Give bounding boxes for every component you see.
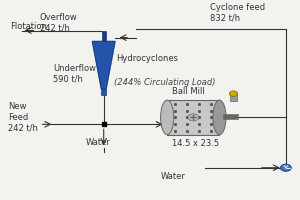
- Text: Cyclone feed
832 t/h: Cyclone feed 832 t/h: [210, 3, 265, 22]
- Text: Water: Water: [86, 138, 111, 147]
- Text: Ball Mill: Ball Mill: [172, 87, 205, 96]
- Ellipse shape: [213, 100, 226, 135]
- Text: (244% Circulating Load): (244% Circulating Load): [114, 78, 216, 87]
- Bar: [102, 31, 106, 41]
- Text: Hydrocyclones: Hydrocyclones: [116, 54, 178, 63]
- Circle shape: [188, 114, 199, 121]
- Circle shape: [229, 91, 238, 96]
- Text: 14.5 x 23.5: 14.5 x 23.5: [172, 139, 220, 148]
- Polygon shape: [92, 41, 115, 89]
- FancyBboxPatch shape: [167, 100, 219, 135]
- Circle shape: [280, 164, 291, 171]
- Text: Underflow
590 t/h: Underflow 590 t/h: [53, 64, 96, 84]
- Text: Flotation: Flotation: [10, 22, 46, 31]
- Text: Overflow
242 t/h: Overflow 242 t/h: [40, 13, 77, 32]
- Text: New
Feed
242 t/h: New Feed 242 t/h: [8, 102, 38, 132]
- Text: Water: Water: [160, 172, 185, 181]
- Ellipse shape: [160, 100, 174, 135]
- Bar: [101, 89, 106, 95]
- Bar: [230, 94, 237, 101]
